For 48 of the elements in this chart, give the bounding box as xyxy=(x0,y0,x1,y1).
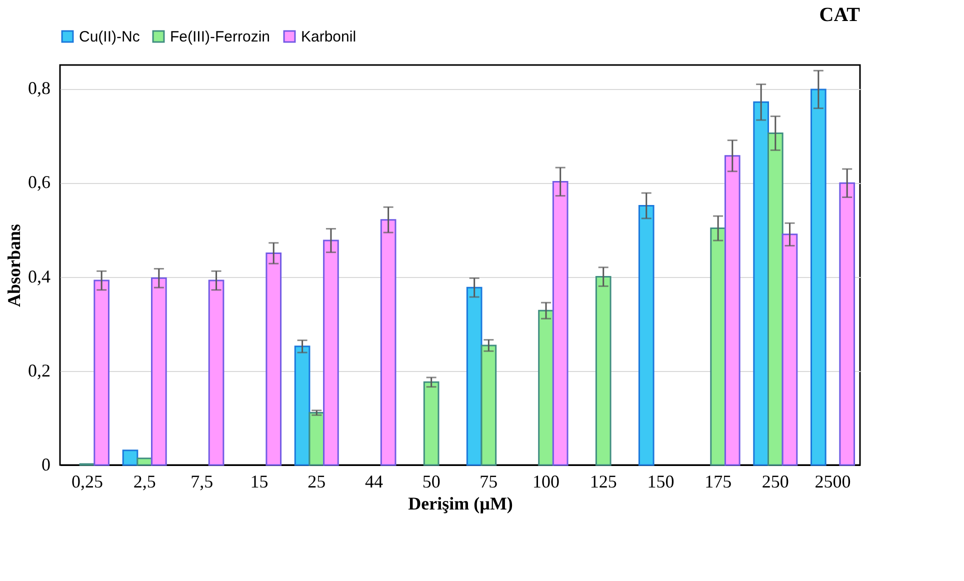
bar xyxy=(638,204,654,466)
bar xyxy=(839,182,856,466)
y-tick-label: 0 xyxy=(42,454,50,474)
x-tick-label: 150 xyxy=(647,472,674,492)
x-tick-label: 7,5 xyxy=(190,472,214,492)
x-tick-label: 2,5 xyxy=(133,472,156,492)
x-tick-label: 15 xyxy=(250,472,268,492)
legend-label: Karbonil xyxy=(301,28,356,46)
x-tick-label: 175 xyxy=(704,472,732,492)
y-tick-label: 0,6 xyxy=(28,172,50,192)
bar xyxy=(466,286,482,466)
x-tick-label: 44 xyxy=(364,472,383,492)
bar xyxy=(122,450,138,466)
x-tick-label: 125 xyxy=(590,472,617,492)
x-tick-label: 75 xyxy=(480,472,498,492)
bar xyxy=(151,277,167,466)
bar xyxy=(136,458,153,466)
y-tick-label: 0,2 xyxy=(28,360,50,380)
bar xyxy=(380,219,396,466)
legend-label: Fe(III)-Ferrozin xyxy=(170,28,270,46)
bar xyxy=(323,240,339,466)
x-axis-title: Derişim (µM) xyxy=(408,494,513,514)
bar xyxy=(94,280,110,466)
bar xyxy=(710,228,726,466)
x-tick-label: 50 xyxy=(422,472,440,492)
y-tick-label: 0,4 xyxy=(28,266,50,286)
bar xyxy=(538,310,554,466)
bar xyxy=(552,180,568,466)
bar xyxy=(724,155,740,466)
bar xyxy=(266,252,282,466)
bar xyxy=(753,101,769,466)
legend-label: Cu(II)-Nc xyxy=(79,28,140,46)
y-axis-title: Absorbans xyxy=(4,224,24,308)
bar xyxy=(423,381,440,466)
x-tick-label: 2500 xyxy=(814,472,851,492)
x-tick-label: 250 xyxy=(762,472,789,492)
x-tick-label: 25 xyxy=(308,472,326,492)
bar xyxy=(208,280,224,466)
x-tick-label: 0,25 xyxy=(71,472,103,492)
bar xyxy=(767,132,784,466)
bar xyxy=(294,346,310,466)
chart-title: CAT xyxy=(819,4,861,26)
x-tick-label: 100 xyxy=(532,472,560,492)
bar xyxy=(480,344,497,466)
y-tick-label: 0,8 xyxy=(28,78,50,98)
bar xyxy=(595,276,612,466)
bar xyxy=(810,88,826,466)
bar xyxy=(782,234,798,466)
